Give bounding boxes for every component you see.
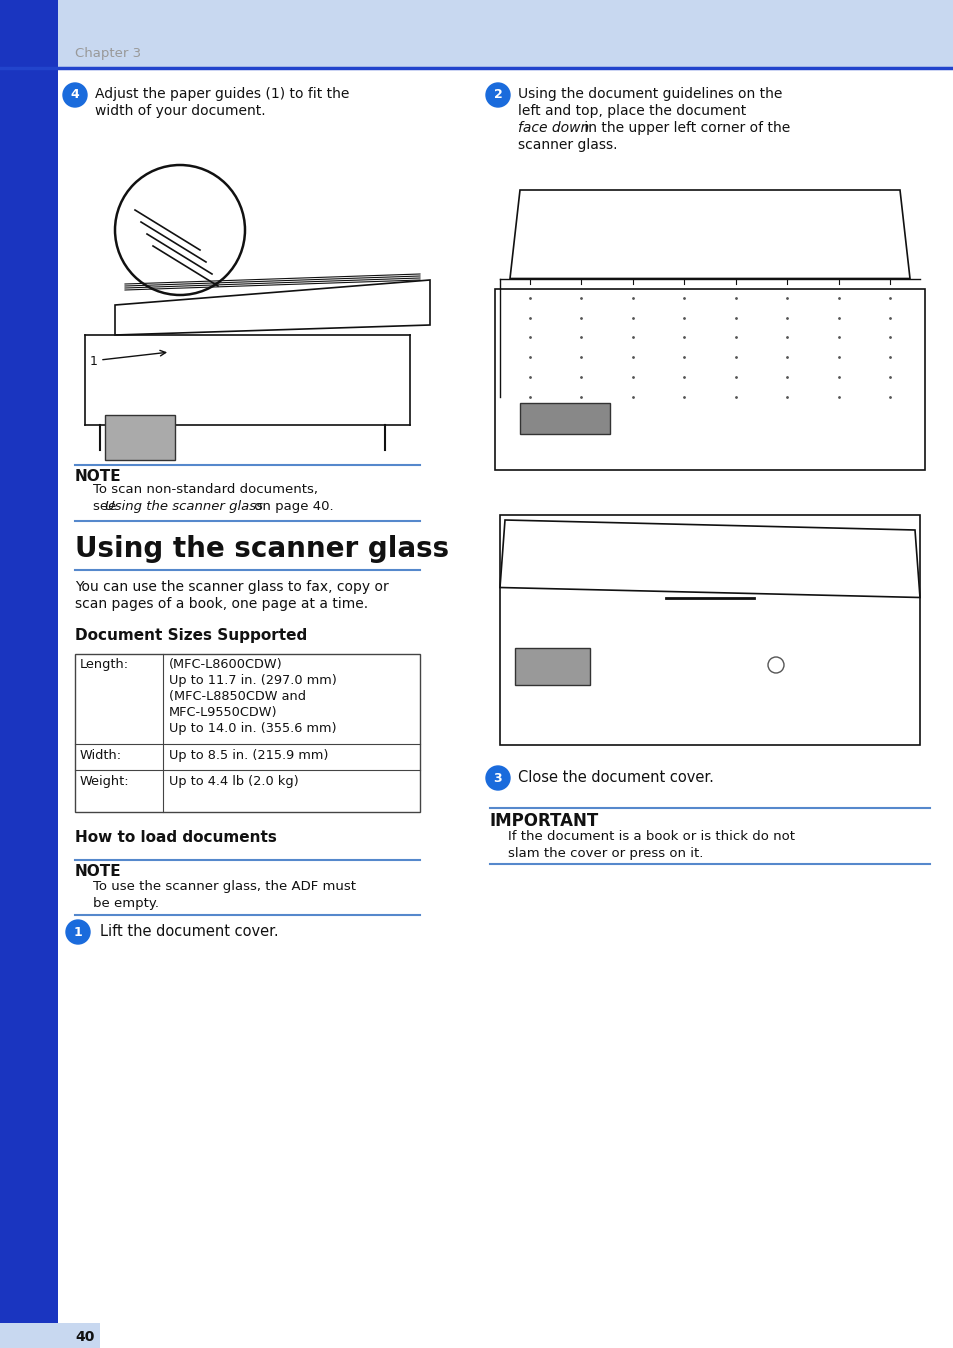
Text: You can use the scanner glass to fax, copy or: You can use the scanner glass to fax, co… xyxy=(75,580,388,594)
Text: be empty.: be empty. xyxy=(92,896,159,910)
Text: Up to 14.0 in. (355.6 mm): Up to 14.0 in. (355.6 mm) xyxy=(169,723,336,735)
Text: 1: 1 xyxy=(90,355,98,368)
Text: Using the document guidelines on the: Using the document guidelines on the xyxy=(517,88,781,101)
Text: 1: 1 xyxy=(73,926,82,938)
Text: Width:: Width: xyxy=(80,749,122,762)
Circle shape xyxy=(485,84,510,106)
Text: Lift the document cover.: Lift the document cover. xyxy=(100,923,278,940)
Text: Up to 4.4 lb (2.0 kg): Up to 4.4 lb (2.0 kg) xyxy=(169,775,298,789)
Text: Close the document cover.: Close the document cover. xyxy=(517,770,713,785)
Text: Adjust the paper guides (1) to fit the: Adjust the paper guides (1) to fit the xyxy=(95,88,349,101)
Text: scanner glass.: scanner glass. xyxy=(517,137,617,152)
Bar xyxy=(0,1322,100,1348)
Text: 2: 2 xyxy=(493,89,502,101)
Text: NOTE: NOTE xyxy=(75,469,121,484)
Text: Document Sizes Supported: Document Sizes Supported xyxy=(75,628,307,643)
Text: width of your document.: width of your document. xyxy=(95,104,265,119)
Text: To use the scanner glass, the ADF must: To use the scanner glass, the ADF must xyxy=(92,880,355,892)
Circle shape xyxy=(63,84,87,106)
Text: NOTE: NOTE xyxy=(75,864,121,879)
Text: 3: 3 xyxy=(493,771,502,785)
Text: (MFC-L8600CDW): (MFC-L8600CDW) xyxy=(169,658,282,671)
Bar xyxy=(105,415,174,460)
Text: in the upper left corner of the: in the upper left corner of the xyxy=(579,121,789,135)
Bar xyxy=(499,515,919,745)
Text: (MFC-L8850CDW and: (MFC-L8850CDW and xyxy=(169,690,306,704)
Bar xyxy=(0,0,58,1348)
Text: Length:: Length: xyxy=(80,658,129,671)
Bar xyxy=(519,403,609,434)
Circle shape xyxy=(66,919,90,944)
Text: 4: 4 xyxy=(71,89,79,101)
Text: face down: face down xyxy=(517,121,589,135)
Text: 40: 40 xyxy=(75,1330,94,1344)
Text: IMPORTANT: IMPORTANT xyxy=(490,811,598,830)
Text: scan pages of a book, one page at a time.: scan pages of a book, one page at a time… xyxy=(75,597,368,611)
Text: Using the scanner glass: Using the scanner glass xyxy=(75,535,449,563)
Text: Chapter 3: Chapter 3 xyxy=(75,47,141,61)
Text: see: see xyxy=(92,500,120,514)
Text: Using the scanner glass: Using the scanner glass xyxy=(105,500,263,514)
Text: left and top, place the document: left and top, place the document xyxy=(517,104,745,119)
Text: Up to 8.5 in. (215.9 mm): Up to 8.5 in. (215.9 mm) xyxy=(169,749,328,762)
Text: on page 40.: on page 40. xyxy=(250,500,334,514)
Text: To scan non-standard documents,: To scan non-standard documents, xyxy=(92,483,317,496)
Text: Up to 11.7 in. (297.0 mm): Up to 11.7 in. (297.0 mm) xyxy=(169,674,336,687)
Text: slam the cover or press on it.: slam the cover or press on it. xyxy=(507,847,702,860)
Text: How to load documents: How to load documents xyxy=(75,830,276,845)
Text: MFC-L9550CDW): MFC-L9550CDW) xyxy=(169,706,277,718)
Bar xyxy=(75,654,419,811)
Circle shape xyxy=(485,766,510,790)
Text: If the document is a book or is thick do not: If the document is a book or is thick do… xyxy=(507,830,794,842)
Bar xyxy=(515,647,589,685)
Text: Weight:: Weight: xyxy=(80,775,130,789)
Bar xyxy=(0,0,953,67)
